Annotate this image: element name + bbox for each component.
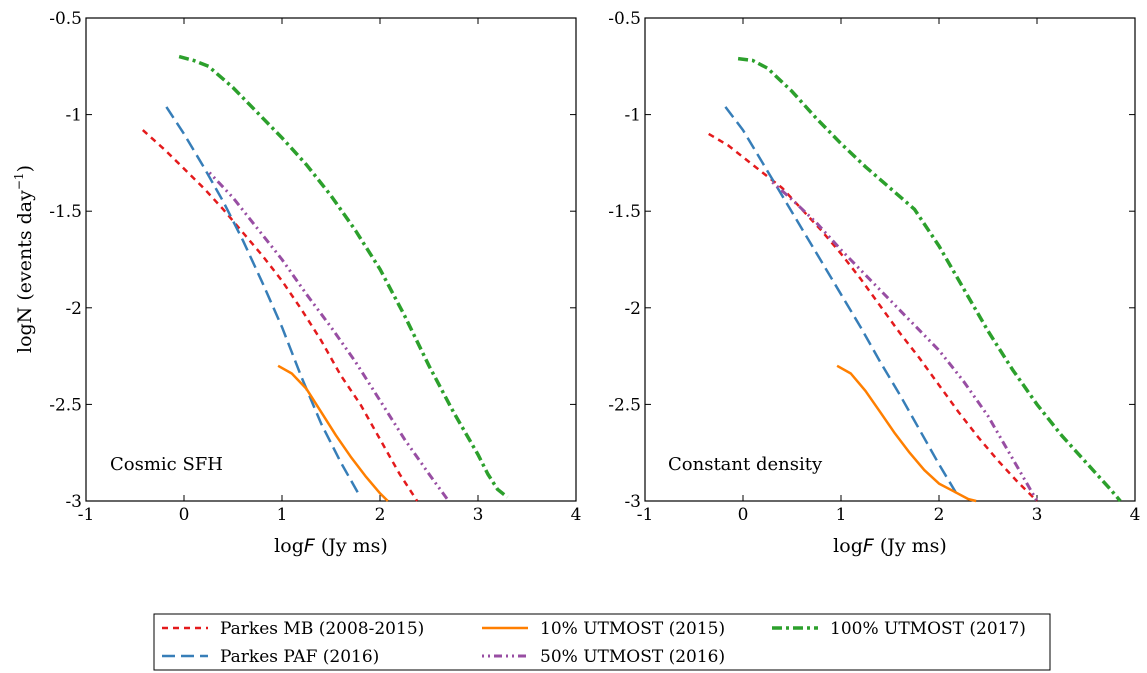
series-line-u50 [771, 181, 1039, 502]
y-tick-label: -1 [65, 106, 82, 126]
x-axis-label-symbol: F [304, 535, 316, 557]
annotation-left: Cosmic SFH [110, 454, 223, 475]
x-tick-label: 1 [836, 505, 847, 525]
annotation-right: Constant density [668, 454, 823, 475]
x-axis-label-unit: (Jy ms) [874, 535, 947, 557]
x-tick-label: 2 [375, 505, 386, 525]
series-line-u100 [737, 56, 1122, 503]
y-tick-label: -0.5 [608, 9, 641, 29]
y-tick-label: -2 [65, 299, 82, 319]
series-line-u10 [277, 364, 389, 502]
x-tick-label: 4 [1130, 505, 1141, 525]
x-tick-label: 3 [473, 505, 484, 525]
legend-label-paf: Parkes PAF (2016) [220, 647, 379, 667]
series-line-mb [708, 132, 1038, 502]
y-tick-label: -2.5 [49, 395, 82, 415]
series-line-mb [141, 129, 419, 502]
y-tick-label: -2 [624, 299, 641, 319]
legend-label-mb: Parkes MB (2008-2015) [220, 619, 424, 639]
axis-ticks-left: -1 0 1 2 3 4 -3 -2.5 -2 -1.5 -1 -0.5 [49, 9, 581, 525]
series-line-u50 [208, 171, 450, 502]
x-tick-label: -1 [78, 505, 95, 525]
y-axis-label-sup: −1 [12, 172, 26, 190]
plot-frame-right [644, 17, 1136, 502]
x-axis-label-right: logF (Jy ms) [833, 535, 947, 557]
series-line-u100 [178, 54, 509, 499]
panel-left: -1 0 1 2 3 4 -3 -2.5 -2 -1.5 -1 -0.5 Cosmic SFH log… [12, 9, 581, 557]
x-tick-label: -1 [637, 505, 654, 525]
y-tick-label: -0.5 [49, 9, 82, 29]
x-tick-label: 0 [179, 505, 190, 525]
series-line-paf [165, 106, 362, 498]
series-line-paf [724, 106, 960, 498]
x-tick-label: 3 [1032, 505, 1043, 525]
legend-frame [153, 613, 1051, 671]
axis-ticks-right: -1 0 1 2 3 4 -3 -2.5 -2 -1.5 -1 -0.5 [608, 9, 1140, 525]
y-axis-label-close: ) [14, 165, 36, 172]
y-tick-label: -1 [624, 106, 641, 126]
plot-frame-left [85, 17, 577, 502]
series-line-u10 [836, 364, 977, 503]
y-axis-label: logN (events day−1) [12, 165, 36, 353]
x-axis-label-text: log [833, 535, 863, 557]
y-tick-label: -3 [624, 492, 641, 512]
legend-label-u50: 50% UTMOST (2016) [540, 647, 725, 667]
series-group-right [708, 56, 1122, 503]
series-group-left [141, 54, 509, 502]
x-axis-label-symbol: F [863, 535, 875, 557]
legend-label-u10: 10% UTMOST (2015) [540, 619, 725, 639]
y-tick-label: -2.5 [608, 395, 641, 415]
x-tick-label: 2 [934, 505, 945, 525]
panel-right: -1 0 1 2 3 4 -3 -2.5 -2 -1.5 -1 -0.5 Constant densi… [608, 9, 1140, 557]
legend: Parkes MB (2008-2015) Parkes PAF (2016) 10… [153, 613, 1051, 671]
y-axis-label-text: logN (events day [14, 190, 36, 353]
x-tick-label: 0 [738, 505, 749, 525]
y-tick-label: -1.5 [608, 202, 641, 222]
y-tick-label: -1.5 [49, 202, 82, 222]
legend-items: Parkes MB (2008-2015) Parkes PAF (2016) 10… [162, 619, 1026, 667]
x-axis-label-left: logF (Jy ms) [274, 535, 388, 557]
x-axis-label-unit: (Jy ms) [315, 535, 388, 557]
x-tick-label: 4 [571, 505, 582, 525]
x-tick-label: 1 [277, 505, 288, 525]
y-tick-label: -3 [65, 492, 82, 512]
x-axis-label-text: log [274, 535, 304, 557]
legend-label-u100: 100% UTMOST (2017) [830, 619, 1026, 639]
